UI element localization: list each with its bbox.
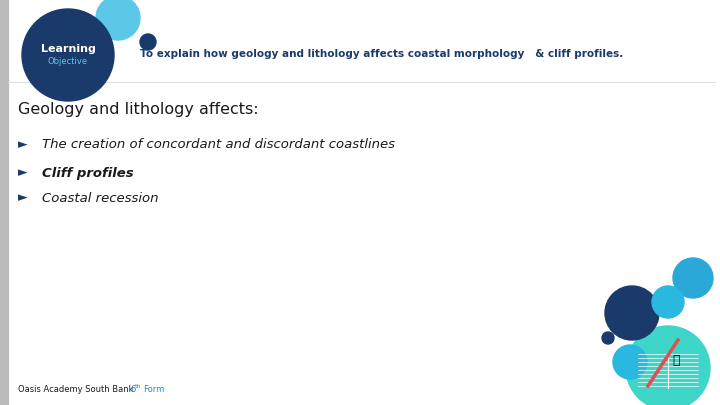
Text: Geology and lithology affects:: Geology and lithology affects:: [18, 102, 258, 117]
Text: ►: ►: [18, 166, 27, 179]
Ellipse shape: [602, 332, 614, 344]
Text: Objective: Objective: [48, 57, 88, 66]
Text: ►: ►: [18, 139, 27, 151]
Ellipse shape: [605, 286, 659, 340]
Bar: [0, 0, 8, 405]
Ellipse shape: [673, 258, 713, 298]
Text: Coastal recession: Coastal recession: [42, 192, 158, 205]
Text: th: th: [135, 384, 142, 388]
Ellipse shape: [652, 286, 684, 318]
Text: Cliff profiles: Cliff profiles: [42, 166, 134, 179]
Text: Learning: Learning: [40, 44, 96, 54]
Ellipse shape: [140, 34, 156, 50]
Ellipse shape: [626, 326, 710, 405]
Ellipse shape: [22, 9, 114, 101]
Ellipse shape: [613, 345, 647, 379]
Text: Form: Form: [143, 386, 164, 394]
Text: 👓: 👓: [672, 354, 680, 367]
Text: 6: 6: [130, 386, 135, 394]
Ellipse shape: [96, 0, 140, 40]
Text: The creation of concordant and discordant coastlines: The creation of concordant and discordan…: [42, 139, 395, 151]
Text: To explain how geology and lithology affects coastal morphology   & cliff profil: To explain how geology and lithology aff…: [140, 49, 624, 59]
Text: Oasis Academy South Bank: Oasis Academy South Bank: [18, 386, 136, 394]
Text: ►: ►: [18, 192, 27, 205]
